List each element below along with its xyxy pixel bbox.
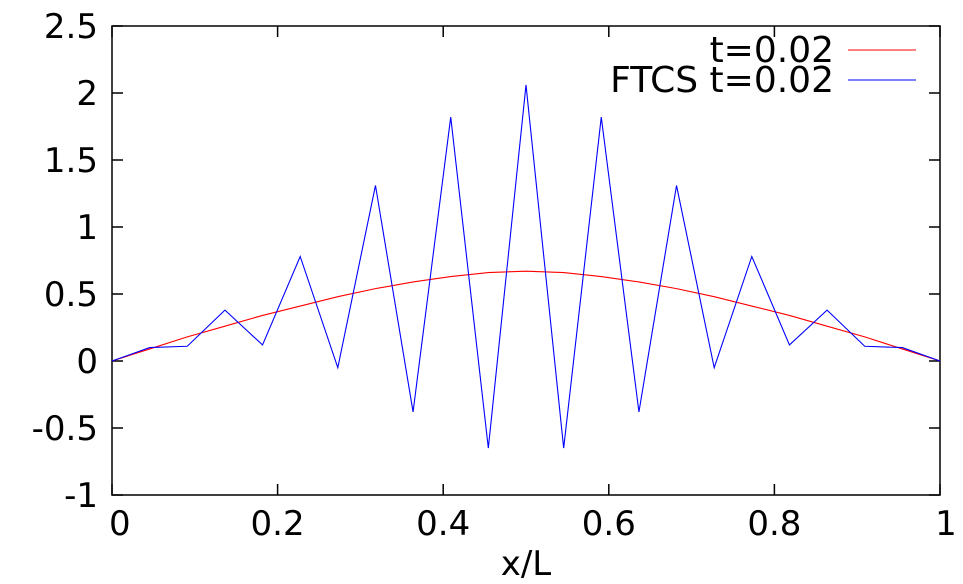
x-tick-label: 0.8: [747, 504, 801, 544]
x-tick-label: 1: [935, 504, 957, 544]
legend-label-2: FTCS t=0.02: [610, 60, 834, 101]
plot-frame: [111, 25, 941, 496]
y-tick-label: -0.5: [32, 409, 98, 449]
y-tick-label: 1: [76, 208, 98, 248]
y-tick-label: 0.5: [44, 275, 98, 315]
series-line-1: [111, 270, 941, 362]
series-line-2: [111, 84, 941, 449]
x-tick-label: 0: [109, 504, 131, 544]
y-tick-label: 0: [76, 342, 98, 382]
x-tick-label: 0.4: [416, 504, 470, 544]
series-layer: [111, 84, 941, 449]
legend-label-1: t=0.02: [710, 30, 834, 71]
y-tick-label: 2.5: [44, 7, 98, 47]
y-tick-label: 1.5: [44, 141, 98, 181]
y-tick-label: -1: [64, 476, 98, 516]
x-tick-label: 0.2: [251, 504, 305, 544]
x-axis-title: x/L: [501, 544, 552, 584]
y-tick-label: 2: [76, 74, 98, 114]
x-tick-label: 0.6: [582, 504, 636, 544]
axis-ticks: 0 0.2 0.4 0.6 0.8 1 -1 -0.5 0 0.5 1 1.5 2 2.5: [32, 7, 957, 544]
